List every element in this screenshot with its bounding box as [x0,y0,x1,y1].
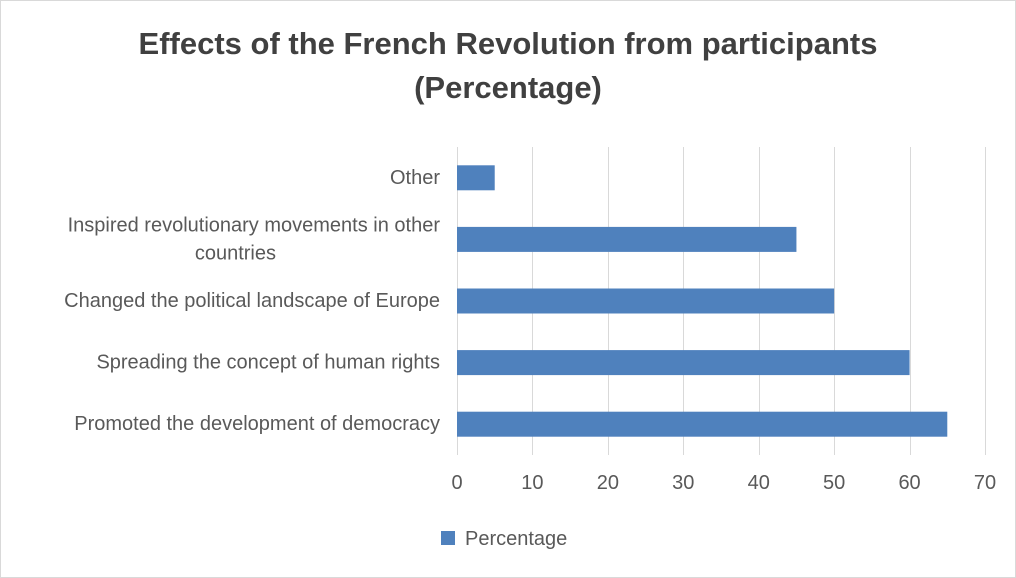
legend-swatch [441,531,455,545]
category-label-4: Other [390,167,440,189]
category-label-1: Spreading the concept of human rights [96,352,440,374]
category-label-2: Changed the political landscape of Europ… [64,290,440,312]
bar-1 [457,350,910,376]
x-tick-label-50: 50 [823,472,845,494]
x-tick-label-60: 60 [898,472,920,494]
bar-3 [457,226,797,252]
legend: Percentage [441,528,567,550]
bar-0 [457,411,948,437]
x-tick-label-40: 40 [748,472,770,494]
category-label-0: Promoted the development of democracy [74,413,440,435]
x-tick-label-20: 20 [597,472,619,494]
x-tick-label-0: 0 [451,472,462,494]
category-labels: Promoted the development of democracy Spr… [64,167,440,435]
chart-title: Effects of the French Revolution from pa… [0,22,1016,110]
legend-label: Percentage [465,528,567,550]
chart-title-line-1: Effects of the French Revolution from pa… [138,26,878,61]
bar-2 [457,288,835,314]
category-label-3-line-0: Inspired revolutionary movements in othe… [68,214,441,236]
bar-4 [457,165,495,191]
x-tick-label-70: 70 [974,472,996,494]
x-tick-label-30: 30 [672,472,694,494]
x-axis-ticks: 0 10 20 30 40 50 60 70 [451,472,996,494]
bars [457,165,948,437]
chart-title-line-2: (Percentage) [414,70,602,105]
x-tick-label-10: 10 [521,472,543,494]
category-label-3-line-1: countries [195,242,276,264]
